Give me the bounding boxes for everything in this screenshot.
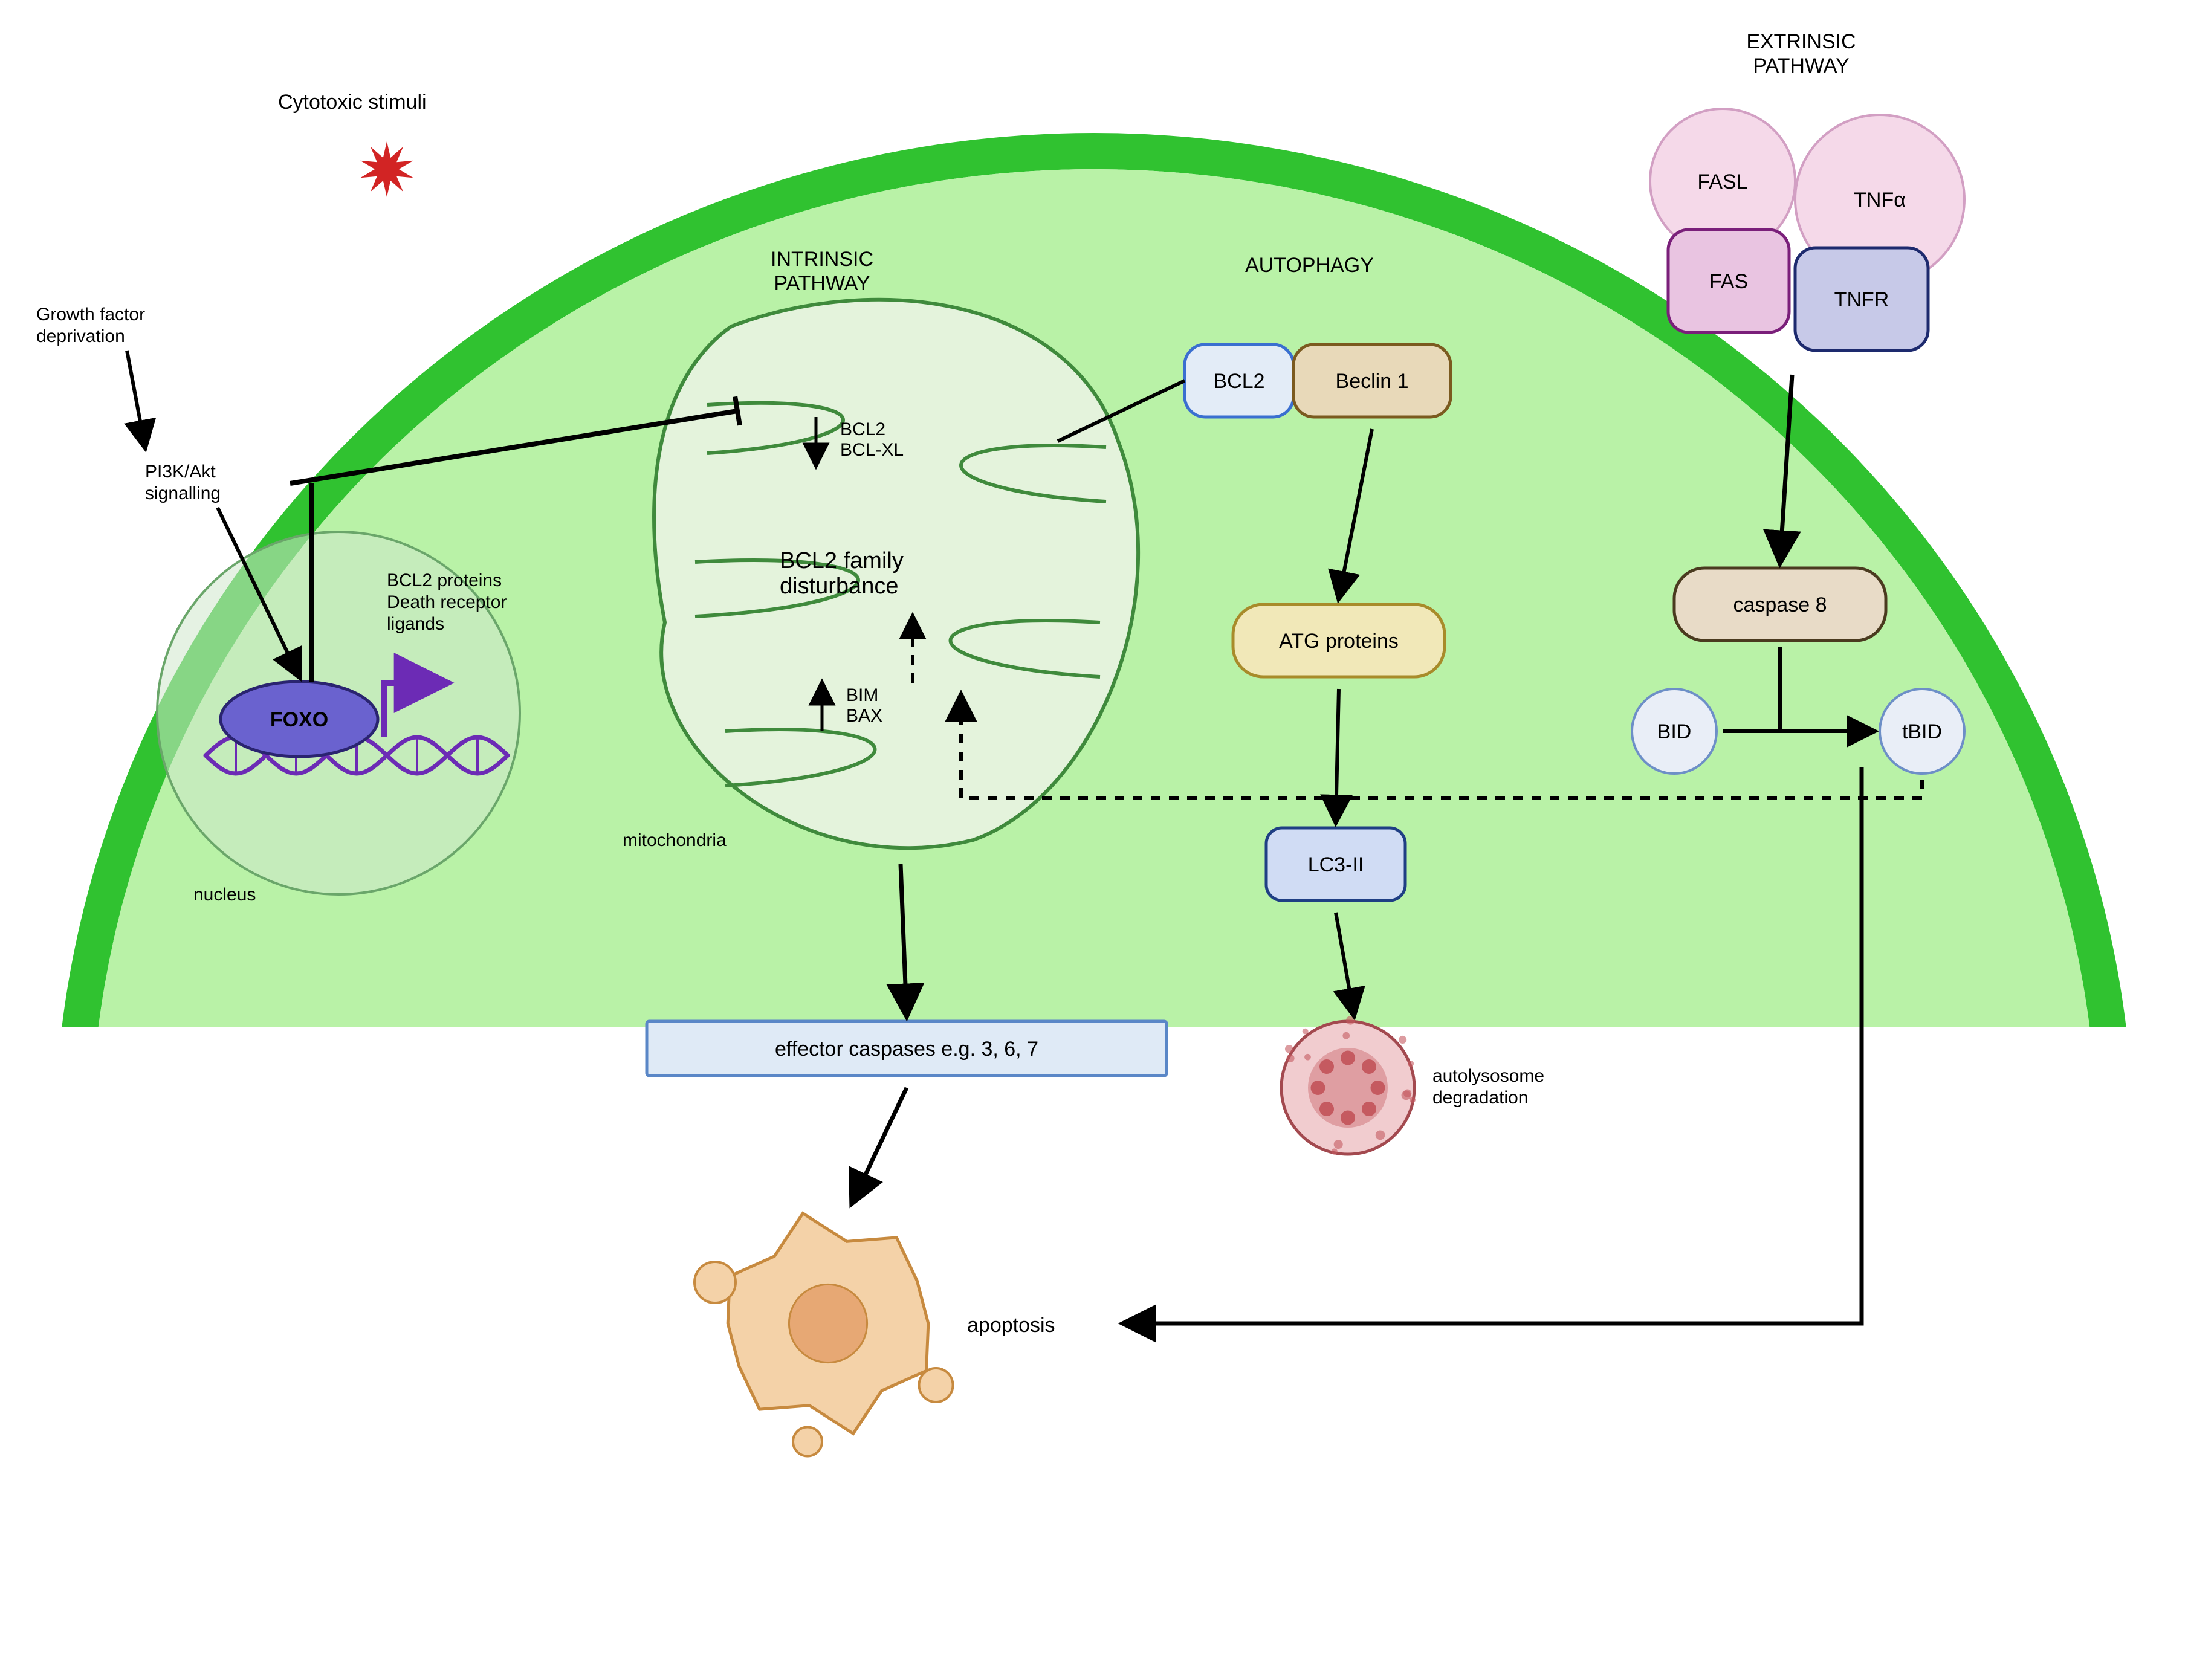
tbid-label: tBID	[1902, 720, 1942, 743]
mitochondria-label: mitochondria	[623, 830, 727, 850]
fas-label: FAS	[1709, 270, 1748, 293]
foxo-label: FOXO	[270, 708, 328, 731]
tnfa-label: TNFα	[1854, 189, 1906, 212]
cytotoxic-stimuli-label: Cytotoxic stimuli	[278, 91, 427, 114]
lc3-ii-label: LC3-II	[1308, 853, 1364, 876]
svg-text:BIMBAX: BIMBAX	[846, 685, 882, 726]
fasl-label: FASL	[1697, 170, 1747, 193]
growth-factor-label: Growth factordeprivation	[36, 305, 145, 346]
apoptosis-cell-icon	[694, 1213, 953, 1456]
autophagy-heading: AUTOPHAGY	[1245, 254, 1374, 277]
svg-text:BCL2 familydisturbance: BCL2 familydisturbance	[780, 548, 904, 599]
autolysosome-icon	[1281, 1016, 1416, 1155]
extrinsic-pathway-heading: EXTRINSICPATHWAY	[1746, 30, 1856, 77]
bid-label: BID	[1657, 720, 1692, 743]
beclin1-node-label: Beclin 1	[1336, 370, 1409, 393]
atg-proteins-label: ATG proteins	[1279, 630, 1399, 653]
autolysosome-label: autolysosomedegradation	[1432, 1066, 1544, 1108]
nucleus-label: nucleus	[193, 885, 256, 905]
apoptosis-label: apoptosis	[967, 1314, 1055, 1337]
effector-caspases-label: effector caspases e.g. 3, 6, 7	[775, 1038, 1038, 1061]
cytotoxic-stimuli-icon	[360, 141, 413, 197]
caspase8-label: caspase 8	[1733, 593, 1827, 616]
tnfr-label: TNFR	[1834, 288, 1889, 311]
pi3k-akt-label: PI3K/Aktsignalling	[145, 462, 221, 503]
diagram-canvas: FOXO BCL2BCL-XLBCL2 familydisturbanceBIM…	[0, 0, 2188, 1680]
bcl2-node-label: BCL2	[1213, 370, 1264, 393]
